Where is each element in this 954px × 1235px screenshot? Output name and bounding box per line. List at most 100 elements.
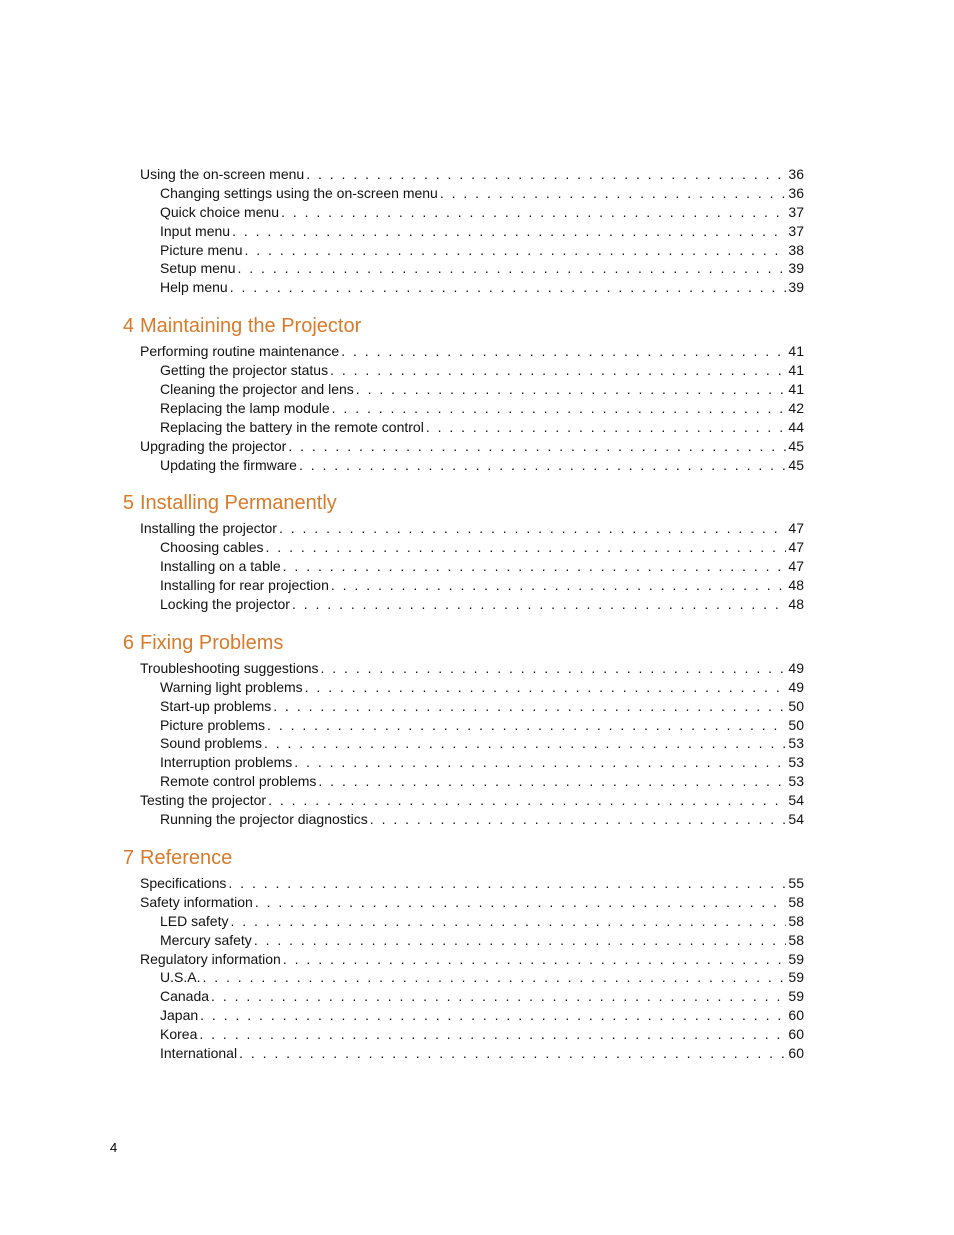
toc-entry[interactable]: Getting the projector status41 [110, 361, 804, 380]
toc-entry-page: 39 [786, 278, 804, 297]
toc-entry[interactable]: Replacing the lamp module42 [110, 399, 804, 418]
toc-entry-page: 54 [786, 810, 804, 829]
chapter-heading[interactable]: 5Installing Permanently [110, 492, 804, 515]
toc-entry[interactable]: Remote control problems53 [110, 772, 804, 791]
toc-entry[interactable]: Japan60 [110, 1006, 804, 1025]
toc-entry-label: Locking the projector [160, 595, 290, 614]
toc-entry[interactable]: Cleaning the projector and lens41 [110, 380, 804, 399]
toc-entry[interactable]: Setup menu39 [110, 259, 804, 278]
toc-leader-dots [286, 437, 786, 456]
toc-entry-page: 50 [786, 716, 804, 735]
toc-entry[interactable]: Using the on-screen menu 36 [110, 165, 804, 184]
toc-leader-dots [297, 456, 786, 475]
toc-entry-label: Performing routine maintenance [140, 342, 339, 361]
toc-entry-label: Replacing the battery in the remote cont… [160, 418, 424, 437]
toc-entry-page: 59 [786, 987, 804, 1006]
toc-entry-label: Setup menu [160, 259, 236, 278]
toc-leader-dots [271, 697, 786, 716]
toc-entry[interactable]: Choosing cables47 [110, 538, 804, 557]
page: Using the on-screen menu 36Changing setti… [0, 0, 954, 1235]
toc-entry[interactable]: International60 [110, 1044, 804, 1063]
toc-leader-dots [304, 165, 786, 184]
chapter-heading[interactable]: 4Maintaining the Projector [110, 315, 804, 338]
toc-leader-dots [200, 968, 786, 987]
toc-entry[interactable]: Sound problems53 [110, 734, 804, 753]
toc-leader-dots [228, 278, 787, 297]
toc-entry[interactable]: Locking the projector48 [110, 595, 804, 614]
toc-entry[interactable]: Safety information58 [110, 893, 804, 912]
toc-entry-page: 49 [786, 678, 804, 697]
toc-leader-dots [252, 931, 787, 950]
chapter-heading[interactable]: 7Reference [110, 847, 804, 870]
toc-leader-dots [438, 184, 787, 203]
toc-leader-dots [368, 810, 787, 829]
toc-entry-page: 60 [786, 1044, 804, 1063]
toc-leader-dots [198, 1006, 786, 1025]
toc-entry[interactable]: Changing settings using the on-screen me… [110, 184, 804, 203]
toc-leader-dots [339, 342, 786, 361]
toc-leader-dots [292, 753, 786, 772]
toc-entry[interactable]: Upgrading the projector45 [110, 437, 804, 456]
toc-entry-page: 36 [786, 184, 804, 203]
toc-leader-dots [277, 519, 786, 538]
toc-entry[interactable]: Picture problems50 [110, 716, 804, 735]
toc-entry-label: Using the on-screen menu [140, 165, 304, 184]
toc-entry-label: Troubleshooting suggestions [140, 659, 319, 678]
chapter-number: 6 [110, 632, 134, 655]
toc-entry-label: Installing on a table [160, 557, 281, 576]
toc-entry-page: 58 [786, 931, 804, 950]
toc-leader-dots [281, 950, 787, 969]
toc-entry-label: Korea [160, 1025, 197, 1044]
toc-entry[interactable]: U.S.A. 59 [110, 968, 804, 987]
toc-entry-page: 59 [786, 950, 804, 969]
toc-entry[interactable]: Specifications55 [110, 874, 804, 893]
toc-entry-page: 45 [786, 456, 804, 475]
toc-entry[interactable]: Replacing the battery in the remote cont… [110, 418, 804, 437]
toc-entry[interactable]: Regulatory information 59 [110, 950, 804, 969]
toc-entry-label: Running the projector diagnostics [160, 810, 368, 829]
toc-entry-label: Sound problems [160, 734, 262, 753]
toc-leader-dots [354, 380, 787, 399]
toc-entry[interactable]: Input menu37 [110, 222, 804, 241]
toc-entry-page: 55 [786, 874, 804, 893]
chapter-number: 4 [110, 315, 134, 338]
toc-leader-dots [319, 659, 787, 678]
toc-leader-dots [230, 222, 786, 241]
toc-entry[interactable]: Mercury safety58 [110, 931, 804, 950]
toc-entry[interactable]: Running the projector diagnostics 54 [110, 810, 804, 829]
toc-entry[interactable]: Picture menu38 [110, 241, 804, 260]
toc-entry-page: 49 [786, 659, 804, 678]
toc-entry[interactable]: Installing for rear projection48 [110, 576, 804, 595]
toc-entry-page: 37 [786, 203, 804, 222]
toc-entry[interactable]: Testing the projector54 [110, 791, 804, 810]
toc-entry[interactable]: Interruption problems 53 [110, 753, 804, 772]
toc-entry[interactable]: Installing the projector47 [110, 519, 804, 538]
toc-entry-page: 60 [786, 1006, 804, 1025]
toc-leader-dots [209, 987, 786, 1006]
toc-entry[interactable]: Korea60 [110, 1025, 804, 1044]
toc-entry-label: Regulatory information [140, 950, 281, 969]
toc-entry[interactable]: Canada59 [110, 987, 804, 1006]
toc-entry-label: Input menu [160, 222, 230, 241]
toc-entry[interactable]: Installing on a table 47 [110, 557, 804, 576]
toc-entry-page: 47 [786, 557, 804, 576]
chapter-title: Reference [140, 847, 232, 870]
toc-entry-page: 36 [786, 165, 804, 184]
toc-entry-label: Interruption problems [160, 753, 292, 772]
toc-entry[interactable]: Performing routine maintenance41 [110, 342, 804, 361]
toc-entry[interactable]: LED safety58 [110, 912, 804, 931]
toc-entry[interactable]: Warning light problems 49 [110, 678, 804, 697]
chapter-heading[interactable]: 6Fixing Problems [110, 632, 804, 655]
toc-leader-dots [290, 595, 786, 614]
toc-entry-label: Warning light problems [160, 678, 303, 697]
toc-entry[interactable]: Troubleshooting suggestions 49 [110, 659, 804, 678]
toc-entry-page: 59 [786, 968, 804, 987]
toc-entry[interactable]: Quick choice menu37 [110, 203, 804, 222]
chapter-number: 5 [110, 492, 134, 515]
toc-entry[interactable]: Help menu39 [110, 278, 804, 297]
toc-entry-page: 53 [786, 753, 804, 772]
toc-entry[interactable]: Start-up problems50 [110, 697, 804, 716]
toc-entry-label: U.S.A. [160, 968, 200, 987]
toc-entry[interactable]: Updating the firmware45 [110, 456, 804, 475]
toc-entry-page: 45 [786, 437, 804, 456]
